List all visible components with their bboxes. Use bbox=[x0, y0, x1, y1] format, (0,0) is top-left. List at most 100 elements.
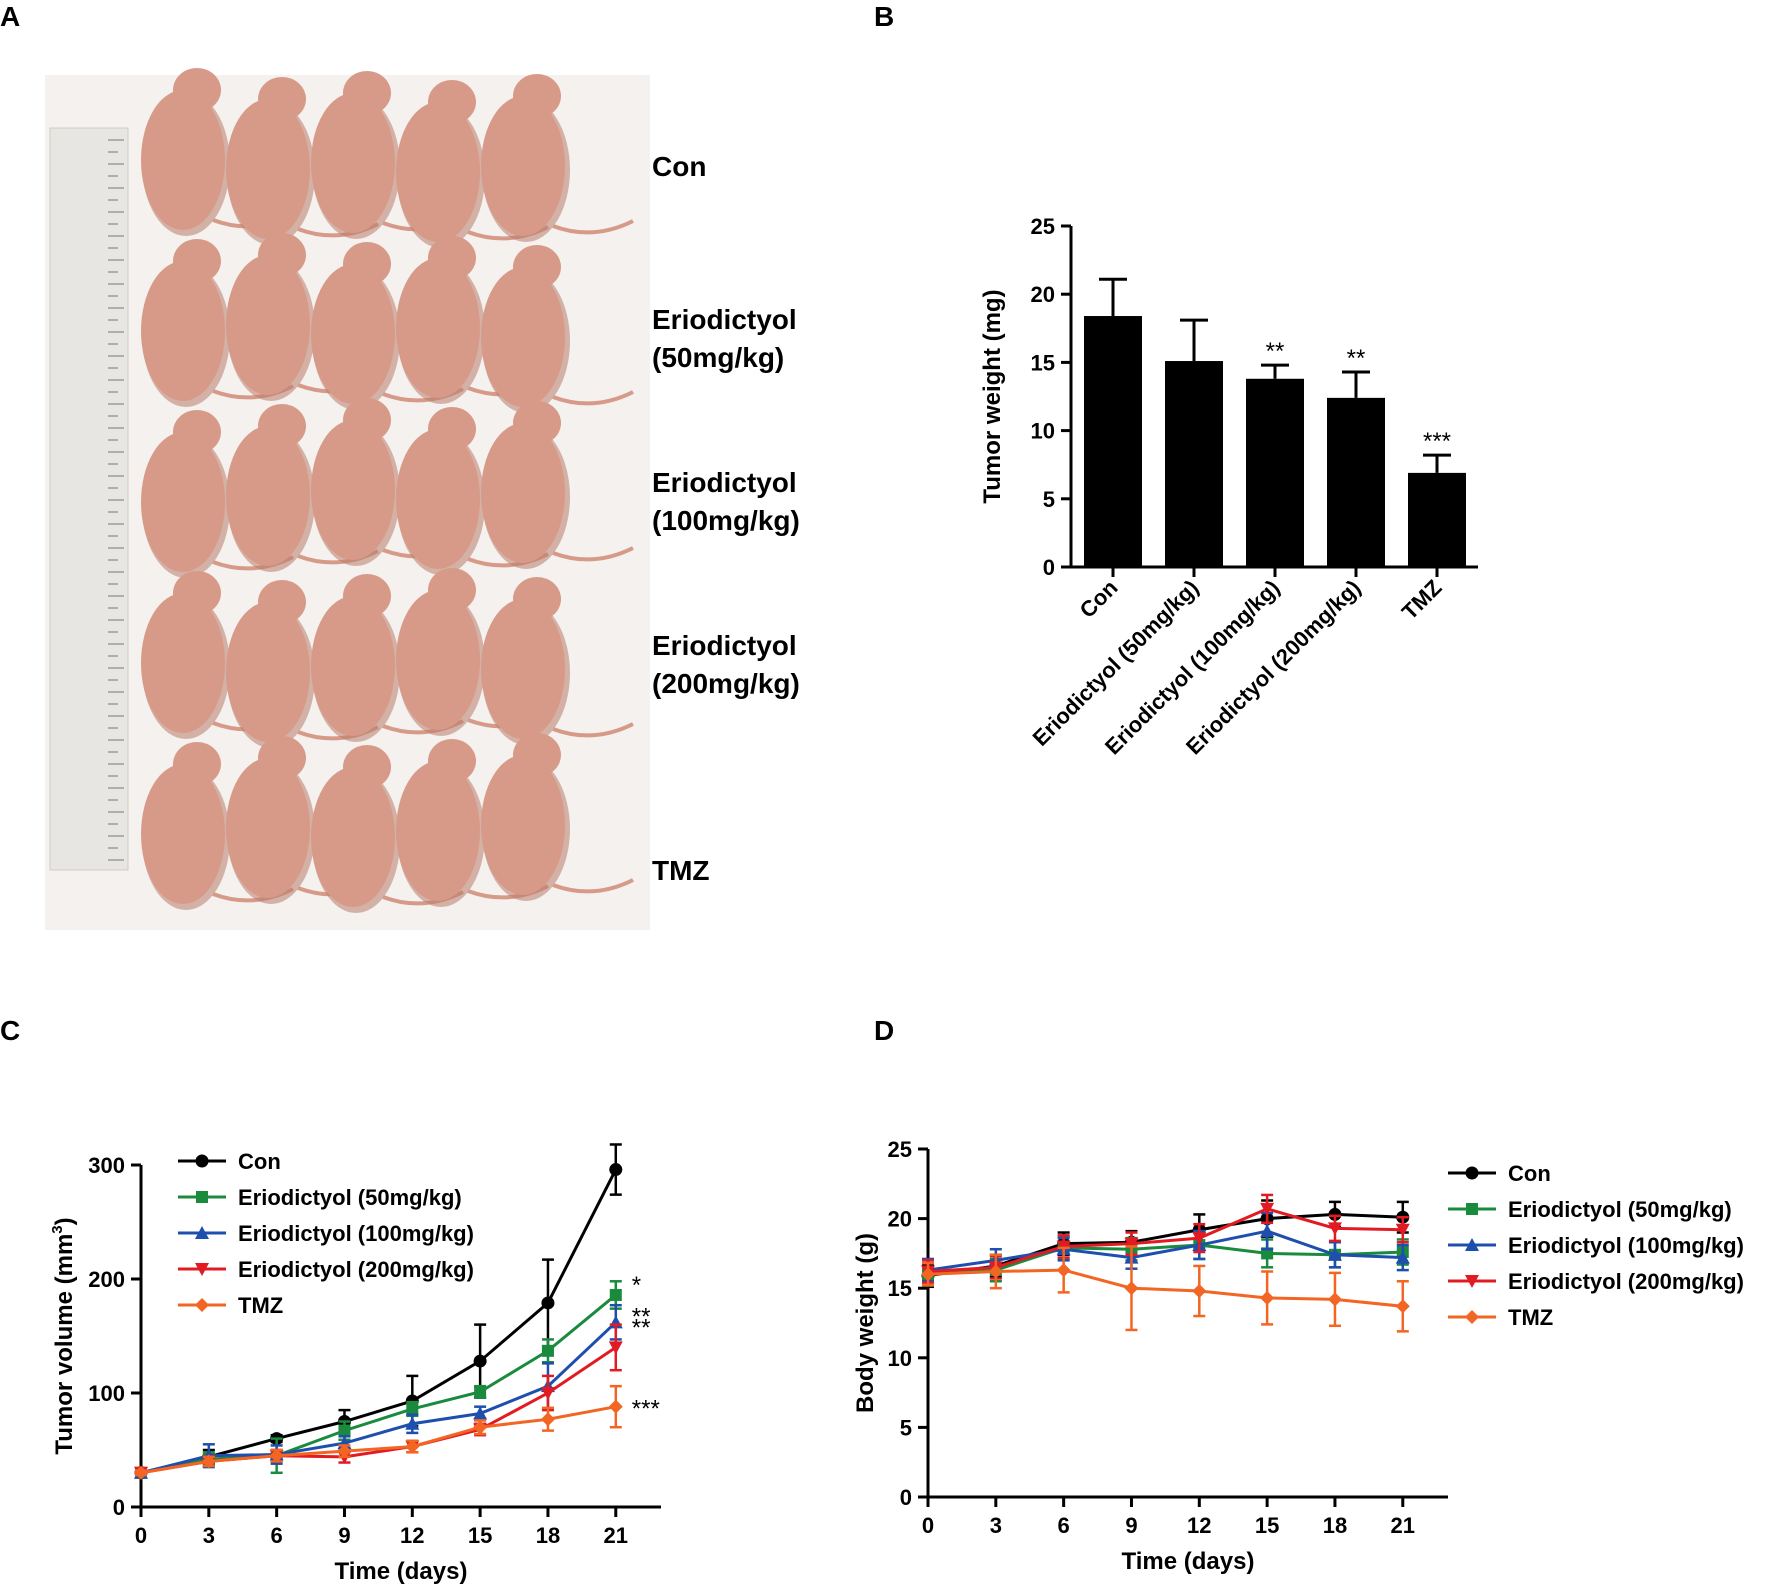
x-tick-label: 0 bbox=[135, 1523, 147, 1548]
significance-label: * bbox=[632, 1272, 641, 1299]
mouse-body bbox=[226, 99, 310, 239]
mouse-body bbox=[481, 599, 565, 739]
series-line bbox=[140, 1405, 617, 1475]
legend-label: TMZ bbox=[1508, 1305, 1553, 1330]
data-point bbox=[1395, 1223, 1410, 1237]
series-tmz: *** bbox=[134, 1384, 660, 1480]
y-tick-label: 5 bbox=[900, 1415, 912, 1440]
mouse bbox=[481, 733, 634, 901]
legend-item: TMZ bbox=[178, 1293, 283, 1318]
x-tick-label: 21 bbox=[1391, 1513, 1415, 1538]
mouse-body bbox=[141, 593, 225, 733]
legend-label: Con bbox=[238, 1149, 281, 1174]
panel-letter-a: A bbox=[0, 1, 20, 32]
data-point bbox=[921, 1267, 935, 1282]
legend-label: Eriodictyol (50mg/kg) bbox=[1508, 1197, 1732, 1222]
chart-c-tumor-volume: 0 100 200 300 0 3 6 9 12 15 18 21 Time (days) Tumor v… bbox=[49, 1143, 661, 1585]
significance-label: *** bbox=[1423, 428, 1451, 455]
x-tick-label: 15 bbox=[468, 1523, 492, 1548]
mouse-body bbox=[141, 261, 225, 401]
data-point bbox=[540, 1412, 555, 1427]
group-label-e200-line1: Eriodictyol bbox=[652, 630, 797, 661]
data-point bbox=[1327, 1222, 1342, 1236]
mouse-body bbox=[311, 93, 395, 233]
panel-letter-c: C bbox=[0, 1015, 20, 1046]
legend-item: Eriodictyol (50mg/kg) bbox=[178, 1185, 462, 1210]
mouse bbox=[226, 404, 379, 572]
y-axis-label: Body weight (g) bbox=[852, 1233, 879, 1413]
legend-item: Eriodictyol (200mg/kg) bbox=[178, 1257, 474, 1282]
x-axis-label: Time (days) bbox=[1122, 1548, 1255, 1575]
data-point bbox=[1260, 1224, 1275, 1238]
mouse bbox=[481, 401, 634, 569]
y-tick-label: 25 bbox=[888, 1137, 912, 1162]
data-point bbox=[134, 1465, 148, 1480]
mouse-head bbox=[343, 398, 391, 442]
series-tmz bbox=[921, 1245, 1410, 1333]
mouse bbox=[141, 68, 294, 236]
significance-label: ** bbox=[632, 1303, 651, 1330]
mouse-tail bbox=[552, 546, 634, 562]
mouse-body bbox=[311, 264, 395, 404]
bar bbox=[1084, 316, 1142, 567]
mouse bbox=[481, 577, 634, 745]
data-point bbox=[988, 1264, 1003, 1279]
mice-rows bbox=[141, 68, 634, 913]
mouse-head bbox=[343, 242, 391, 286]
significance-label: ** bbox=[632, 1314, 651, 1341]
data-point bbox=[1465, 1310, 1479, 1324]
bar bbox=[1327, 397, 1385, 567]
mouse-head bbox=[428, 407, 476, 451]
mouse-tail bbox=[552, 722, 634, 738]
y-tick-label: 15 bbox=[888, 1276, 912, 1301]
data-point bbox=[1465, 1275, 1479, 1288]
data-point bbox=[1395, 1250, 1410, 1264]
data-point bbox=[1056, 1263, 1071, 1278]
ruler-body bbox=[49, 127, 129, 871]
mouse bbox=[396, 739, 549, 907]
mouse-head bbox=[258, 404, 306, 448]
mouse bbox=[396, 80, 549, 248]
group-label-e100-line2: (100mg/kg) bbox=[652, 505, 800, 536]
group-label-e50-line1: Eriodictyol bbox=[652, 304, 797, 335]
y-axis-label: Tumor volume (mm3) bbox=[49, 1217, 78, 1454]
mouse-tail bbox=[552, 219, 634, 235]
legend-item: Con bbox=[178, 1149, 281, 1174]
data-point bbox=[1466, 1203, 1478, 1215]
x-tick-label: 12 bbox=[1187, 1513, 1211, 1538]
mouse-body bbox=[481, 423, 565, 563]
mouse-head bbox=[513, 577, 561, 621]
x-tick-label: Con bbox=[1075, 575, 1123, 623]
x-tick-label: 12 bbox=[400, 1523, 424, 1548]
bar bbox=[1165, 361, 1223, 567]
data-point bbox=[338, 1424, 351, 1437]
y-tick-label: 300 bbox=[88, 1153, 125, 1178]
mouse bbox=[481, 74, 634, 242]
mouse bbox=[311, 242, 464, 410]
mouse-head bbox=[343, 574, 391, 618]
mouse-body bbox=[481, 96, 565, 236]
legend-label: TMZ bbox=[238, 1293, 283, 1318]
data-point bbox=[269, 1448, 284, 1463]
series-line bbox=[927, 1268, 1403, 1308]
legend-item: Eriodictyol (50mg/kg) bbox=[1448, 1197, 1732, 1222]
mouse-body bbox=[311, 420, 395, 560]
y-tick-label: 100 bbox=[88, 1381, 125, 1406]
legend-item: Con bbox=[1448, 1161, 1551, 1186]
mouse-head bbox=[343, 745, 391, 789]
mouse-head bbox=[258, 233, 306, 277]
x-tick-label: 18 bbox=[536, 1523, 560, 1548]
data-point bbox=[196, 1191, 208, 1203]
y-tick-label: 10 bbox=[888, 1346, 912, 1371]
group-label-con: Con bbox=[652, 151, 706, 182]
mouse-head bbox=[513, 245, 561, 289]
data-point bbox=[1260, 1202, 1275, 1216]
data-point bbox=[1124, 1237, 1139, 1251]
mouse-head bbox=[428, 568, 476, 612]
mouse bbox=[311, 745, 464, 913]
data-point bbox=[1465, 1166, 1479, 1180]
mouse-head bbox=[173, 68, 221, 112]
mouse-body bbox=[141, 764, 225, 904]
mouse-head bbox=[173, 742, 221, 786]
mouse bbox=[226, 77, 379, 245]
